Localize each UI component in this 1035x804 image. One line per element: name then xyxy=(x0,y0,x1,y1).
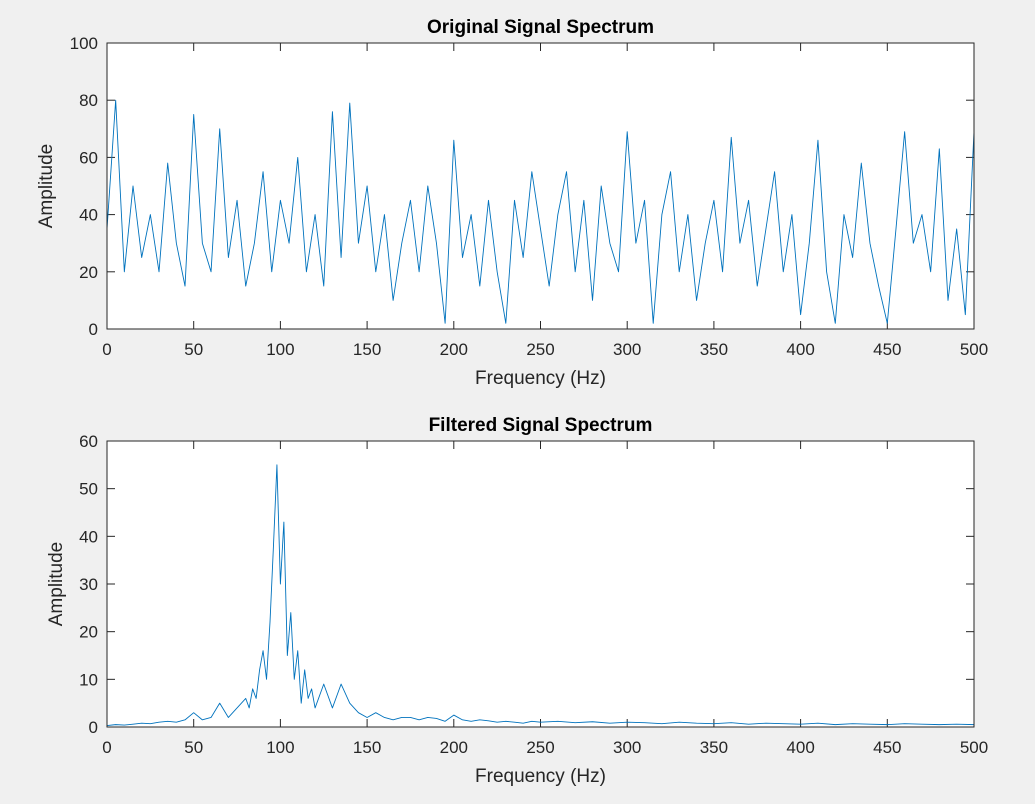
spectrum-line xyxy=(106,99,975,324)
x-tick-label: 150 xyxy=(353,340,381,359)
x-tick-label: 200 xyxy=(440,340,468,359)
y-tick-label: 0 xyxy=(89,320,98,339)
y-tick-label: 100 xyxy=(70,34,98,53)
spectrum-line xyxy=(106,464,975,727)
y-tick-label: 80 xyxy=(79,91,98,110)
x-tick-label: 300 xyxy=(613,340,641,359)
x-tick-label: 0 xyxy=(102,340,111,359)
plot-area xyxy=(107,441,974,727)
y-tick-label: 60 xyxy=(79,148,98,167)
x-tick-label: 100 xyxy=(266,340,294,359)
x-tick-label: 50 xyxy=(184,340,203,359)
chart-title: Filtered Signal Spectrum xyxy=(429,415,653,436)
y-tick-label: 10 xyxy=(79,670,98,689)
x-tick-label: 500 xyxy=(960,340,988,359)
x-tick-label: 200 xyxy=(440,738,468,757)
x-tick-label: 0 xyxy=(102,738,111,757)
y-tick-label: 20 xyxy=(79,623,98,642)
plot-area xyxy=(107,43,974,329)
x-tick-label: 350 xyxy=(700,340,728,359)
y-axis-label: Amplitude xyxy=(46,542,67,627)
x-tick-label: 100 xyxy=(266,738,294,757)
y-tick-label: 30 xyxy=(79,575,98,594)
y-tick-label: 20 xyxy=(79,263,98,282)
y-tick-label: 60 xyxy=(79,432,98,451)
y-axis-label: Amplitude xyxy=(36,144,57,229)
y-tick-label: 40 xyxy=(79,527,98,546)
x-tick-label: 250 xyxy=(526,738,554,757)
x-tick-label: 450 xyxy=(873,738,901,757)
axes-box xyxy=(106,42,975,330)
y-tick-label: 50 xyxy=(79,480,98,499)
x-axis-label: Frequency (Hz) xyxy=(475,368,606,389)
x-tick-label: 450 xyxy=(873,340,901,359)
x-tick-label: 500 xyxy=(960,738,988,757)
y-tick-label: 0 xyxy=(89,718,98,737)
x-tick-label: 250 xyxy=(526,340,554,359)
x-tick-label: 150 xyxy=(353,738,381,757)
x-tick-label: 50 xyxy=(184,738,203,757)
axes-box xyxy=(106,440,975,728)
x-tick-label: 400 xyxy=(786,340,814,359)
y-tick-label: 40 xyxy=(79,206,98,225)
x-tick-label: 400 xyxy=(786,738,814,757)
x-tick-label: 350 xyxy=(700,738,728,757)
x-axis-label: Frequency (Hz) xyxy=(475,766,606,787)
x-tick-label: 300 xyxy=(613,738,641,757)
chart-title: Original Signal Spectrum xyxy=(427,17,654,38)
